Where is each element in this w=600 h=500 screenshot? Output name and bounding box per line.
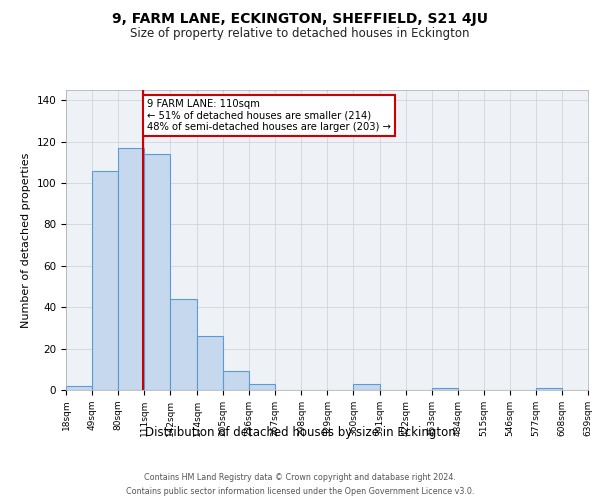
Bar: [66, 386, 92, 390]
Bar: [353, 384, 380, 390]
Bar: [170, 299, 197, 390]
Bar: [144, 154, 170, 390]
Bar: [197, 336, 223, 390]
Text: Contains public sector information licensed under the Open Government Licence v3: Contains public sector information licen…: [126, 486, 474, 496]
Text: Size of property relative to detached houses in Eckington: Size of property relative to detached ho…: [130, 28, 470, 40]
Bar: [92, 170, 118, 390]
Bar: [249, 384, 275, 390]
Text: 9, FARM LANE, ECKINGTON, SHEFFIELD, S21 4JU: 9, FARM LANE, ECKINGTON, SHEFFIELD, S21 …: [112, 12, 488, 26]
Bar: [118, 148, 144, 390]
Bar: [223, 372, 249, 390]
Bar: [431, 388, 458, 390]
Text: Contains HM Land Registry data © Crown copyright and database right 2024.: Contains HM Land Registry data © Crown c…: [144, 472, 456, 482]
Bar: [536, 388, 562, 390]
Text: Distribution of detached houses by size in Eckington: Distribution of detached houses by size …: [145, 426, 455, 439]
Text: 9 FARM LANE: 110sqm
← 51% of detached houses are smaller (214)
48% of semi-detac: 9 FARM LANE: 110sqm ← 51% of detached ho…: [147, 99, 391, 132]
Y-axis label: Number of detached properties: Number of detached properties: [21, 152, 31, 328]
